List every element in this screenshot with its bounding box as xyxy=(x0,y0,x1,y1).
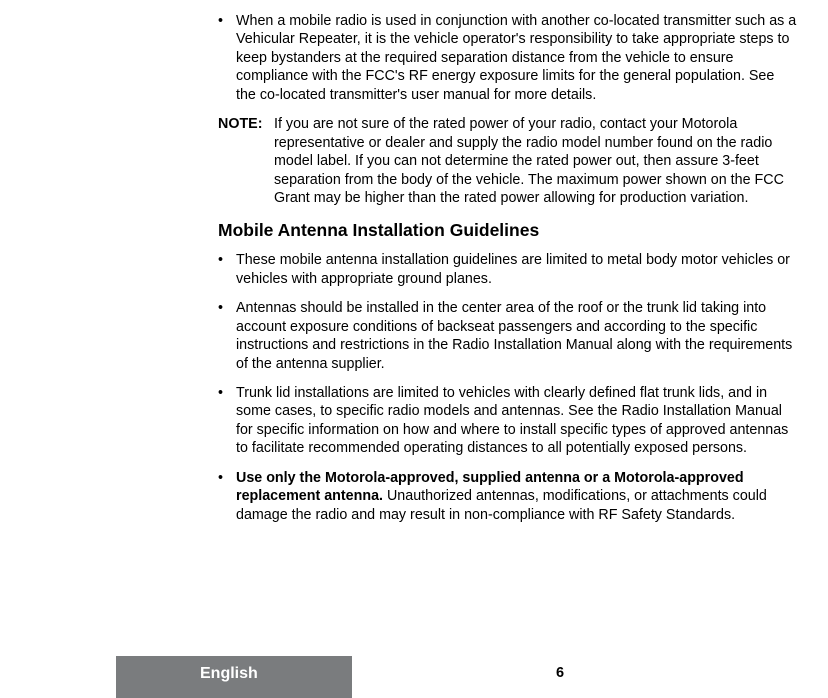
note-text: If you are not sure of the rated power o… xyxy=(274,115,798,207)
bullet-text: Trunk lid installations are limited to v… xyxy=(236,384,798,458)
bullet-text: Antennas should be installed in the cent… xyxy=(236,299,798,373)
bullet-item: • Trunk lid installations are limited to… xyxy=(218,384,798,458)
section-heading: Mobile Antenna Installation Guidelines xyxy=(218,220,798,241)
bullet-marker: • xyxy=(218,12,236,104)
bullet-item: • Use only the Motorola-approved, suppli… xyxy=(218,469,798,524)
page-content: • When a mobile radio is used in conjunc… xyxy=(218,12,798,535)
note-label: NOTE: xyxy=(218,115,274,207)
note-block: NOTE: If you are not sure of the rated p… xyxy=(218,115,798,207)
footer-page-number: 6 xyxy=(556,665,564,681)
bullet-marker: • xyxy=(218,251,236,288)
bullet-text: These mobile antenna installation guidel… xyxy=(236,251,798,288)
page-footer: English 6 xyxy=(0,656,828,698)
bullet-item: • These mobile antenna installation guid… xyxy=(218,251,798,288)
bullet-text: When a mobile radio is used in conjuncti… xyxy=(236,12,798,104)
footer-language-label: English xyxy=(200,665,258,683)
bullet-item: • Antennas should be installed in the ce… xyxy=(218,299,798,373)
bullet-item: • When a mobile radio is used in conjunc… xyxy=(218,12,798,104)
bullet-marker: • xyxy=(218,469,236,524)
bullet-text: Use only the Motorola-approved, supplied… xyxy=(236,469,798,524)
bullet-marker: • xyxy=(218,384,236,458)
bullet-marker: • xyxy=(218,299,236,373)
